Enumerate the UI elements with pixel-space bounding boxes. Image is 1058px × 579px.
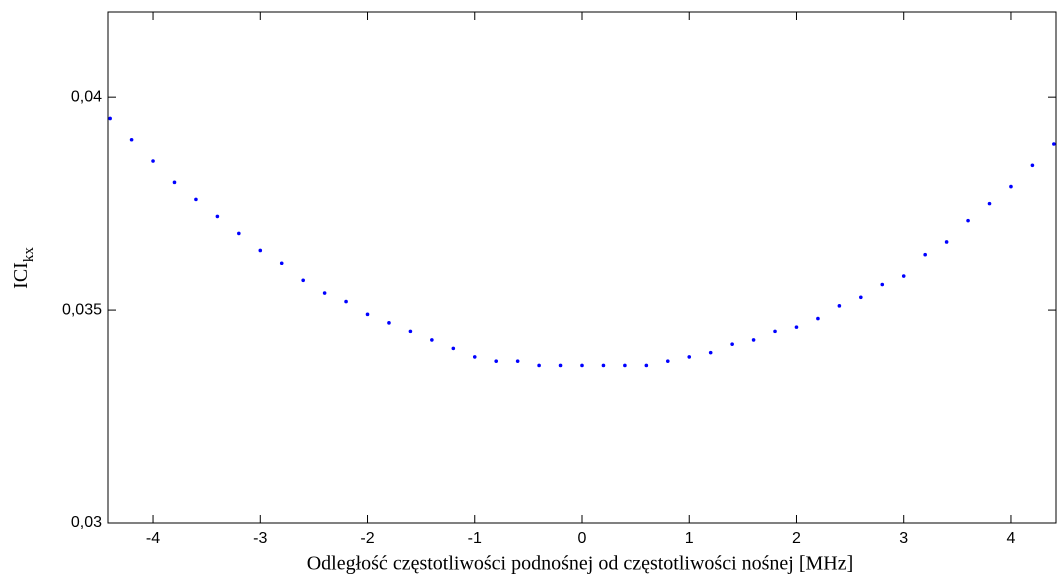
- point: [730, 342, 734, 346]
- point: [601, 363, 606, 368]
- point: [708, 350, 713, 355]
- x-tick-label: -3: [253, 530, 267, 547]
- point: [279, 261, 284, 266]
- x-tick-label: 2: [792, 530, 801, 547]
- point: [880, 282, 885, 287]
- x-tick-label: -1: [468, 530, 482, 547]
- x-tick-label: 0: [578, 530, 587, 547]
- point: [580, 363, 584, 368]
- plot-frame: [107, 11, 1057, 524]
- point: [472, 355, 477, 359]
- point: [151, 159, 155, 163]
- point: [344, 299, 348, 304]
- point: [515, 359, 520, 363]
- x-axis-label: Odległość częstotliwości podnośnej od cz…: [307, 553, 854, 575]
- point: [387, 321, 391, 325]
- point: [987, 201, 992, 206]
- point: [665, 359, 670, 363]
- point: [1009, 184, 1013, 189]
- point: [687, 355, 692, 359]
- point: [129, 137, 134, 142]
- x-tick-label: 3: [899, 530, 908, 547]
- y-tick-label: 0,035: [62, 301, 102, 318]
- y-axis-label: ICIkx: [10, 247, 38, 289]
- point: [365, 312, 370, 317]
- point: [901, 274, 906, 278]
- x-tick-label: 1: [685, 530, 694, 547]
- point: [172, 180, 177, 185]
- x-tick-label: -4: [146, 530, 160, 547]
- point: [623, 363, 627, 368]
- point: [430, 338, 434, 342]
- point: [773, 329, 777, 334]
- point: [237, 231, 241, 236]
- point: [537, 363, 541, 368]
- point: [1052, 142, 1056, 146]
- point: [837, 304, 842, 308]
- point: [301, 278, 305, 283]
- point: [966, 218, 970, 223]
- point: [494, 359, 499, 363]
- y-label-main: ICI: [10, 262, 32, 289]
- point: [816, 316, 820, 321]
- point: [558, 363, 563, 368]
- x-tick-label: 4: [1007, 530, 1016, 547]
- y-tick-label: 0,03: [71, 514, 102, 531]
- point: [194, 197, 198, 202]
- point: [258, 248, 263, 253]
- point: [1030, 163, 1035, 168]
- point: [215, 214, 220, 219]
- x-tick-label: -2: [360, 530, 374, 547]
- point: [108, 116, 112, 121]
- y-label-sub: kx: [21, 247, 37, 263]
- point: [644, 363, 649, 368]
- point: [451, 346, 456, 351]
- point: [944, 240, 949, 244]
- y-tick-label: 0,04: [71, 88, 102, 105]
- point: [794, 325, 799, 329]
- point: [859, 295, 863, 300]
- point: [408, 329, 413, 334]
- point: [751, 338, 756, 342]
- point: [923, 252, 927, 257]
- point: [322, 291, 327, 295]
